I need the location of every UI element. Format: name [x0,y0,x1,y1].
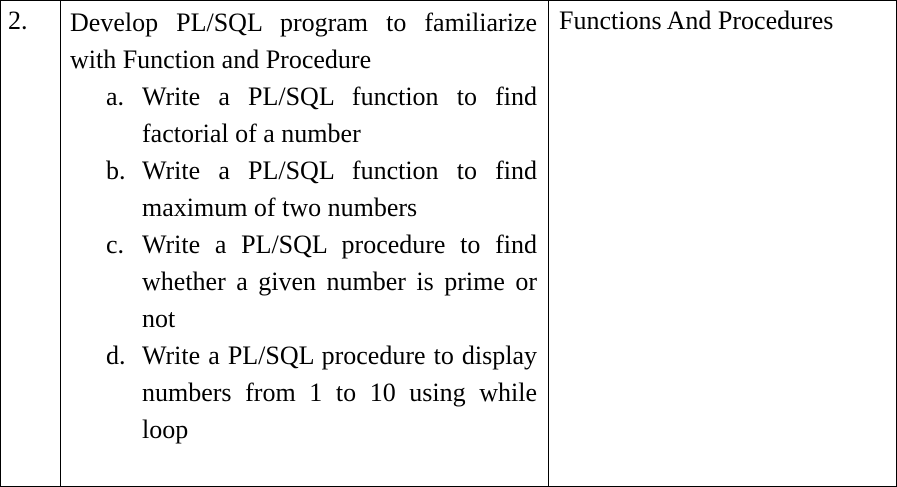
column-divider-1 [60,0,61,487]
topic-cell: Functions And Procedures [559,6,834,35]
list-item: b. Write a PL/SQL function to find maxim… [70,152,537,226]
list-item-marker: d. [106,341,126,370]
list-item: a. Write a PL/SQL function to find facto… [70,78,537,152]
exercise-list: a. Write a PL/SQL function to find facto… [70,78,537,448]
program-intro: Develop PL/SQL program to familiarize wi… [70,8,537,74]
list-item: c. Write a PL/SQL procedure to find whet… [70,226,537,337]
list-item-text: Write a PL/SQL procedure to display numb… [142,341,537,444]
list-item: d. Write a PL/SQL procedure to display n… [70,337,537,448]
list-item-text: Write a PL/SQL function to find factoria… [142,82,537,148]
table-top-border [0,0,897,1]
column-divider-2 [548,0,549,487]
list-item-text: Write a PL/SQL function to find maximum … [142,156,537,222]
list-item-marker: c. [106,230,125,259]
table-left-border [0,0,1,487]
list-item-text: Write a PL/SQL procedure to find whether… [142,230,537,333]
program-description-cell: Develop PL/SQL program to familiarize wi… [70,4,537,448]
row-number: 2. [8,6,28,35]
list-item-marker: b. [106,156,126,185]
list-item-marker: a. [106,82,125,111]
